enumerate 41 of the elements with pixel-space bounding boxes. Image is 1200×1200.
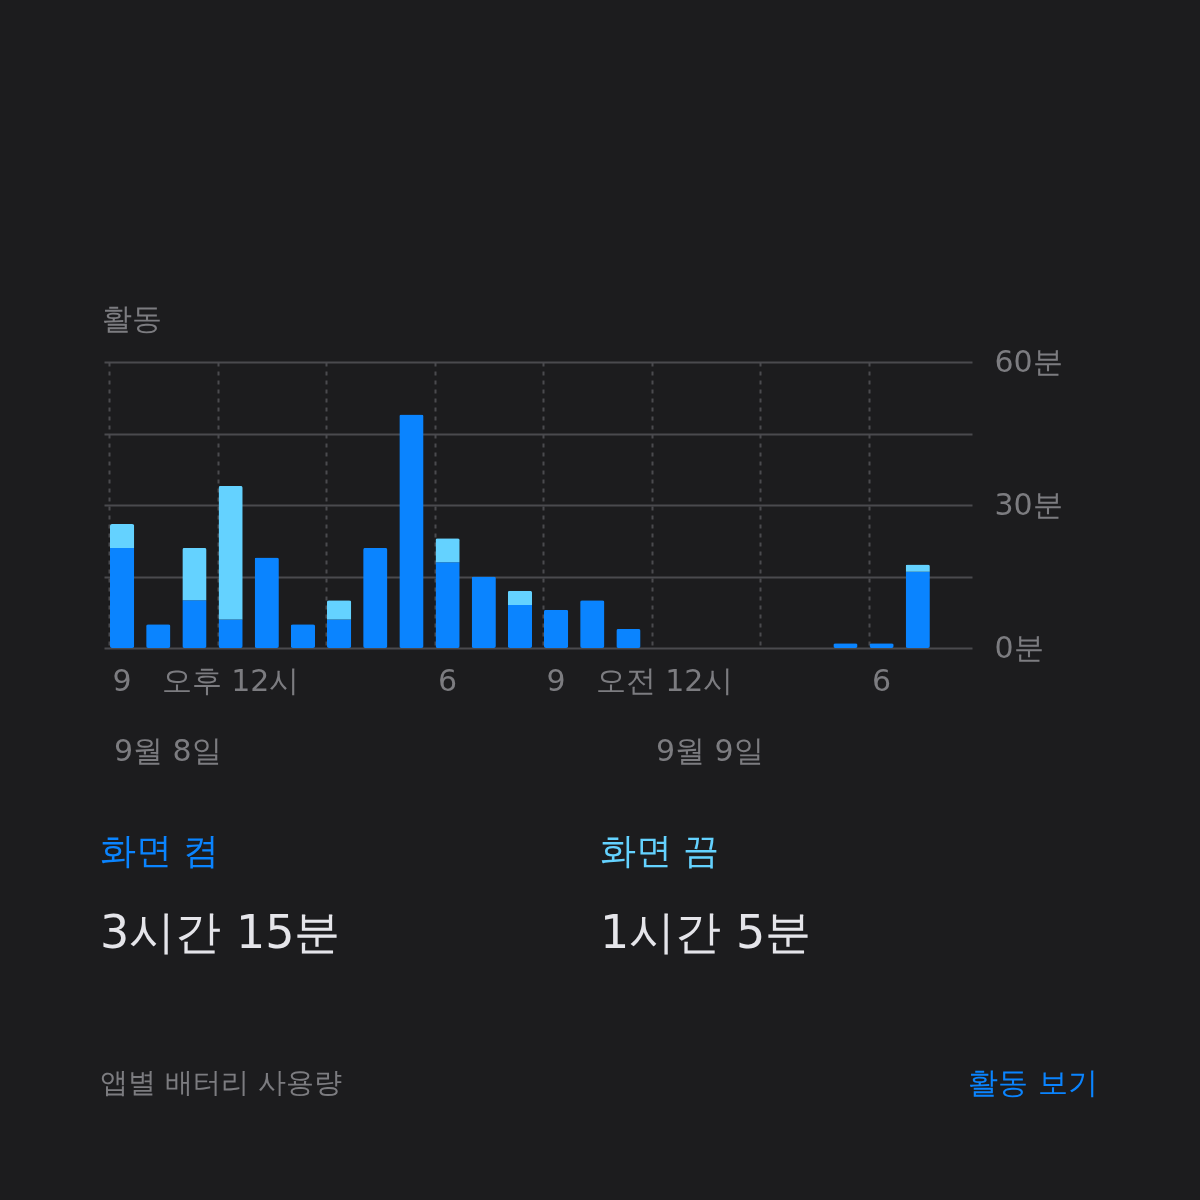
x-tick-label: 오전 12시 [595, 662, 734, 698]
y-tick-label: 30분 [994, 486, 1063, 522]
bar [616, 628, 641, 648]
text: 9월 8일 [114, 733, 222, 768]
bar [435, 538, 460, 563]
bar [435, 562, 460, 648]
text: 화면 켬 [100, 830, 220, 871]
bar [182, 547, 207, 601]
bar [543, 609, 569, 648]
text: 1시간 5분 [600, 905, 812, 959]
bar [109, 524, 135, 548]
text: 화면 끔 [600, 830, 720, 871]
bar [146, 624, 171, 648]
bar [218, 485, 243, 620]
x-tick-label: 6 [438, 662, 458, 698]
bar [326, 600, 352, 620]
bar [905, 564, 930, 572]
chart-title: 활동 [102, 301, 162, 336]
text: 활동 보기 [968, 1065, 1098, 1100]
y-tick-label: 60분 [994, 343, 1063, 379]
bar [363, 547, 388, 648]
x-tick-label: 9 [546, 662, 566, 698]
bar [905, 571, 930, 648]
bar [326, 619, 352, 648]
bar [218, 619, 243, 648]
text: 3시간 15분 [100, 905, 341, 959]
y-tick-label: 0분 [994, 629, 1044, 665]
bar [507, 590, 533, 606]
text: 앱별 배터리 사용량 [100, 1066, 342, 1099]
x-tick-label: 6 [872, 662, 892, 698]
bar [254, 557, 279, 648]
bar [399, 414, 424, 648]
bar [471, 576, 496, 648]
x-tick-label: 9 [112, 662, 132, 698]
bar [182, 600, 207, 648]
bar [507, 605, 533, 648]
text: 9월 9일 [656, 733, 764, 768]
bar [290, 624, 316, 648]
bar [109, 547, 135, 648]
bar [580, 600, 605, 648]
x-tick-label: 오후 12시 [161, 662, 300, 698]
